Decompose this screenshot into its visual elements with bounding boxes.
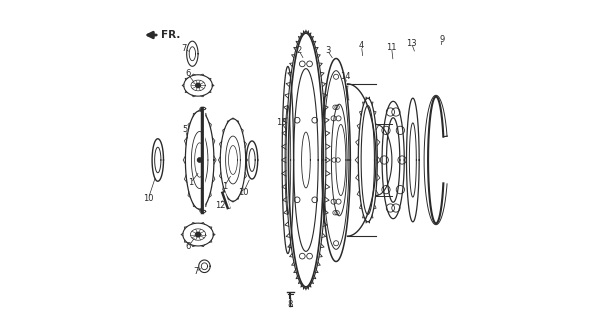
Text: 2: 2 xyxy=(296,46,302,55)
Text: 8: 8 xyxy=(288,300,293,309)
Text: 13: 13 xyxy=(276,118,287,127)
Text: 1: 1 xyxy=(222,181,227,190)
Text: 9: 9 xyxy=(440,35,445,44)
Text: 11: 11 xyxy=(386,43,397,52)
Text: 10: 10 xyxy=(238,188,249,197)
Text: 13: 13 xyxy=(406,39,417,48)
Circle shape xyxy=(196,232,200,237)
Text: 6: 6 xyxy=(186,242,191,251)
Text: 10: 10 xyxy=(143,194,154,203)
Text: 7: 7 xyxy=(193,267,198,276)
Circle shape xyxy=(196,83,200,88)
Text: 6: 6 xyxy=(185,69,190,78)
Text: 4: 4 xyxy=(359,41,364,50)
Text: 12: 12 xyxy=(215,201,225,210)
Text: 14: 14 xyxy=(340,72,350,81)
Text: 5: 5 xyxy=(183,125,188,134)
Text: 3: 3 xyxy=(325,46,330,55)
Text: 7: 7 xyxy=(182,44,187,53)
Circle shape xyxy=(197,158,202,162)
Text: FR.: FR. xyxy=(161,30,180,40)
Text: 1: 1 xyxy=(188,178,194,187)
